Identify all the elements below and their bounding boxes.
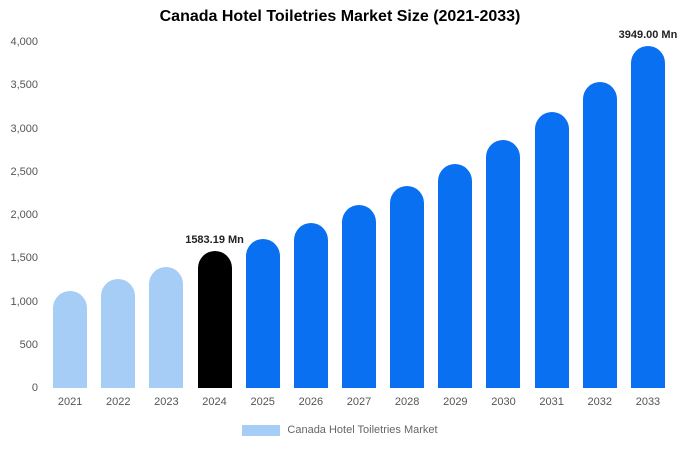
x-axis-label: 2024 xyxy=(202,396,227,408)
y-axis-tick: 3,500 xyxy=(10,79,38,92)
y-axis-tick: 0 xyxy=(31,382,38,394)
y-axis-tick: 3,000 xyxy=(10,122,38,135)
bar-column xyxy=(335,42,383,388)
x-axis-label: 2028 xyxy=(394,396,420,408)
x-axis-label: 2029 xyxy=(443,396,468,408)
bar-value-label: 1583.19 Mn xyxy=(185,234,244,246)
y-axis-tick: 1,500 xyxy=(10,252,38,265)
plot-area: 1583.19 Mn 3949.00 Mn xyxy=(46,29,677,388)
bar-2032 xyxy=(582,82,617,388)
legend-item[interactable]: Canada Hotel Toiletries Market xyxy=(242,424,438,436)
bar-2022 xyxy=(101,279,136,388)
x-axis-label: 2022 xyxy=(105,396,131,408)
y-axis-tick: 4,000 xyxy=(10,36,38,48)
bar-2028 xyxy=(390,186,425,388)
bar-column xyxy=(431,42,479,388)
bar-2023 xyxy=(149,267,184,388)
y-axis-tick: 2,500 xyxy=(10,165,38,178)
legend-swatch-icon xyxy=(242,424,281,436)
x-axis-label: 2023 xyxy=(154,396,179,408)
bar-2027 xyxy=(342,205,377,388)
bar-2031 xyxy=(534,112,569,388)
y-axis: 4,000 3,500 3,000 2,500 2,000 1,500 1,000 500 0 xyxy=(0,36,40,394)
legend: Canada Hotel Toiletries Market xyxy=(0,424,680,436)
y-axis-tick: 500 xyxy=(19,338,38,351)
x-axis-label: 2021 xyxy=(57,396,83,408)
bar-column xyxy=(287,42,335,388)
bar-column xyxy=(528,42,576,388)
x-axis-label: 2031 xyxy=(539,396,564,408)
x-axis-label: 2033 xyxy=(635,396,661,408)
x-axis-label: 2026 xyxy=(298,396,324,408)
bar-2033 xyxy=(630,46,665,388)
bar-2029 xyxy=(438,164,473,388)
bar-column xyxy=(46,42,94,388)
legend-label: Canada Hotel Toiletries Market xyxy=(287,424,438,436)
bar-value-label: 3949.00 Mn xyxy=(618,29,678,41)
bar-column xyxy=(383,42,431,388)
bar-2025 xyxy=(245,239,280,388)
x-axis-label: 2030 xyxy=(491,396,516,408)
bar-2026 xyxy=(293,223,328,388)
chart-title: Canada Hotel Toiletries Market Size (202… xyxy=(159,8,521,25)
bar-2021 xyxy=(53,291,88,388)
y-axis-tick: 2,000 xyxy=(10,209,38,221)
bar-2030 xyxy=(486,140,521,388)
bar-column xyxy=(479,42,527,388)
bar-column xyxy=(239,42,287,388)
x-axis-label: 2027 xyxy=(346,396,372,408)
bar-column xyxy=(576,42,624,388)
x-axis: 2021 2022 2023 2024 2025 2026 2027 2028 2029 2030… xyxy=(46,396,672,408)
bar-column: 1583.19 Mn xyxy=(185,42,244,388)
bar-column xyxy=(94,42,142,388)
x-axis-label: 2025 xyxy=(250,396,275,408)
x-axis-label: 2032 xyxy=(587,396,613,408)
bar-column xyxy=(142,42,190,388)
y-axis-tick: 1,000 xyxy=(10,295,38,308)
bar-column: 3949.00 Mn xyxy=(619,29,677,388)
bar-2024 xyxy=(197,251,232,388)
